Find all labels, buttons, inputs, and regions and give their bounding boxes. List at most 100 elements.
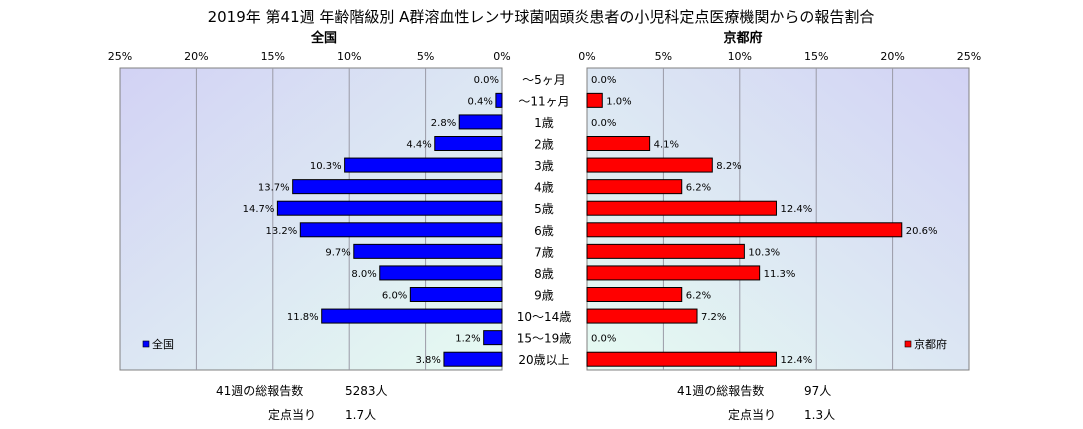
kyoto-data-label: 6.2% [686,183,711,194]
age-category-label: 4歳 [534,181,554,195]
right-axis-ticks: 0% 5% 10% 15% 20% 25% [578,50,981,63]
kyoto-data-label: 8.2% [716,161,741,172]
kyoto-bar [586,157,713,173]
national-total-label: 41週の総報告数 [216,383,303,398]
left-tick-label: 10% [337,50,361,63]
left-legend-swatch [142,340,150,348]
age-category-label: 5歳 [534,202,554,216]
kyoto-bar [586,243,745,259]
national-data-label: 4.4% [406,140,431,151]
national-bar [276,200,503,216]
national-bar [292,179,503,195]
right-legend-label: 京都府 [914,337,947,351]
right-tick-label: 0% [578,50,595,63]
kyoto-data-label: 0.0% [591,334,616,345]
kyoto-data-label: 12.4% [780,204,812,215]
kyoto-bar [586,179,683,195]
left-legend-label: 全国 [152,337,174,351]
age-category-label: 10～14歳 [517,310,572,324]
right-plot-area [586,67,970,371]
age-category-label: ～11ヶ月 [518,94,569,108]
national-data-label: 10.3% [310,161,342,172]
right-bars: 0.0% 1.0% 0.0% 4.1% 8.2% 6.2% 12.4% 20.6% 10.3% 1… [586,75,938,367]
kyoto-total-label: 41週の総報告数 [677,383,764,398]
kyoto-bar [586,351,777,367]
right-tick-label: 10% [728,50,752,63]
national-data-label: 8.0% [351,269,376,280]
left-tick-label: 25% [108,50,132,63]
age-category-label: 3歳 [534,159,554,173]
age-category-label: 2歳 [534,138,554,152]
national-per-label: 定点当り [268,407,316,422]
age-category-label: 8歳 [534,267,554,281]
chart-title: 2019年 第41週 年齢階級別 A群溶血性レンサ球菌咽頭炎患者の小児科定点医療… [208,8,875,26]
national-data-label: 0.4% [467,96,492,107]
national-per-value: 1.7人 [345,408,376,422]
age-category-label: 9歳 [534,289,554,303]
right-tick-label: 20% [880,50,904,63]
kyoto-data-label: 6.2% [686,291,711,302]
kyoto-data-label: 10.3% [748,247,780,258]
kyoto-bar [586,136,651,151]
kyoto-per-value: 1.3人 [804,408,835,422]
age-category-label: 20歳以上 [518,353,569,367]
left-tick-label: 5% [417,50,434,63]
national-data-label: 6.0% [382,291,407,302]
national-data-label: 13.2% [266,226,298,237]
kyoto-bar [586,265,761,281]
kyoto-total-value: 97人 [804,384,831,398]
national-bar [483,330,503,346]
left-tick-label: 15% [261,50,285,63]
left-tick-label: 20% [184,50,208,63]
kyoto-data-label: 20.6% [906,226,938,237]
right-footer: 41週の総報告数 97人 定点当り 1.3人 [677,383,835,422]
left-subtitle: 全国 [310,30,337,46]
age-category-label: 7歳 [534,245,554,259]
national-data-label: 0.0% [474,75,499,86]
national-total-value: 5283人 [345,384,388,398]
right-legend: 京都府 [904,337,947,351]
national-data-label: 2.8% [431,118,456,129]
age-category-label: 6歳 [534,224,554,238]
national-bar [299,222,503,238]
kyoto-data-label: 4.1% [654,140,679,151]
right-tick-label: 15% [804,50,828,63]
national-data-label: 14.7% [243,204,275,215]
kyoto-data-label: 7.2% [701,312,726,323]
kyoto-bar [586,287,683,302]
national-bar [443,351,503,367]
right-tick-label: 25% [957,50,981,63]
national-data-label: 9.7% [325,247,350,258]
kyoto-bar [586,308,698,324]
left-footer: 41週の総報告数 5283人 定点当り 1.7人 [216,383,388,422]
age-category-label: ～5ヶ月 [522,73,566,87]
national-bar [495,92,503,108]
national-data-label: 1.2% [455,334,480,345]
age-category-label: 15～19歳 [517,332,572,346]
left-plot-area [119,67,503,371]
category-labels: ～5ヶ月 ～11ヶ月 1歳 2歳 3歳 4歳 5歳 6歳 7歳 8歳 9歳 10～14歳 15～19歳 2… [517,73,572,367]
kyoto-data-label: 12.4% [780,355,812,366]
kyoto-bar [586,92,603,108]
left-bars: 0.0% 0.4% 2.8%4.4% 10.3% 13.7% 14.7% 13.2% 9.7%… [243,75,503,367]
kyoto-per-label: 定点当り [728,407,776,422]
national-bar [379,265,503,281]
left-axis-ticks: 25% 20% 15% 10% 5% 0% [108,50,511,63]
age-category-label: 1歳 [534,116,554,130]
national-bar [434,136,503,151]
right-tick-label: 5% [655,50,672,63]
national-bar [344,157,503,173]
national-bar [321,308,503,324]
national-data-label: 3.8% [416,355,441,366]
right-legend-swatch [904,340,912,348]
national-bar [458,114,503,130]
kyoto-data-label: 1.0% [606,96,631,107]
national-data-label: 11.8% [287,312,319,323]
kyoto-data-label: 0.0% [591,75,616,86]
national-bar [409,287,503,302]
left-tick-label: 0% [493,50,510,63]
right-subtitle: 京都府 [723,30,762,46]
national-data-label: 13.7% [258,183,290,194]
left-legend: 全国 [142,337,174,351]
